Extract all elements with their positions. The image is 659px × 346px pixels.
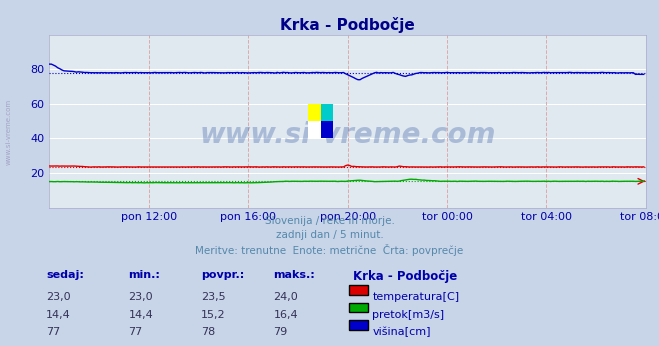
Text: sedaj:: sedaj: <box>46 270 84 280</box>
Bar <box>308 121 321 138</box>
Text: www.si-vreme.com: www.si-vreme.com <box>5 98 11 165</box>
Bar <box>321 121 333 138</box>
Text: www.si-vreme.com: www.si-vreme.com <box>200 121 496 149</box>
Text: višina[cm]: višina[cm] <box>372 327 431 337</box>
Text: 77: 77 <box>129 327 143 337</box>
Text: Krka - Podbočje: Krka - Podbočje <box>353 270 457 283</box>
Text: 78: 78 <box>201 327 215 337</box>
Bar <box>308 104 321 121</box>
Text: 16,4: 16,4 <box>273 310 298 320</box>
Text: maks.:: maks.: <box>273 270 315 280</box>
Text: min.:: min.: <box>129 270 160 280</box>
Text: temperatura[C]: temperatura[C] <box>372 292 459 302</box>
Text: 23,0: 23,0 <box>129 292 153 302</box>
Text: pretok[m3/s]: pretok[m3/s] <box>372 310 444 320</box>
Text: Slovenija / reke in morje.: Slovenija / reke in morje. <box>264 216 395 226</box>
Text: 23,0: 23,0 <box>46 292 71 302</box>
Text: 24,0: 24,0 <box>273 292 299 302</box>
Bar <box>321 104 333 121</box>
Text: 15,2: 15,2 <box>201 310 225 320</box>
Text: 14,4: 14,4 <box>46 310 71 320</box>
Text: 23,5: 23,5 <box>201 292 225 302</box>
Title: Krka - Podbočje: Krka - Podbočje <box>280 17 415 34</box>
Text: 77: 77 <box>46 327 61 337</box>
Text: 14,4: 14,4 <box>129 310 154 320</box>
Text: zadnji dan / 5 minut.: zadnji dan / 5 minut. <box>275 230 384 240</box>
Text: povpr.:: povpr.: <box>201 270 244 280</box>
Text: Meritve: trenutne  Enote: metrične  Črta: povprečje: Meritve: trenutne Enote: metrične Črta: … <box>195 244 464 256</box>
Text: 79: 79 <box>273 327 288 337</box>
